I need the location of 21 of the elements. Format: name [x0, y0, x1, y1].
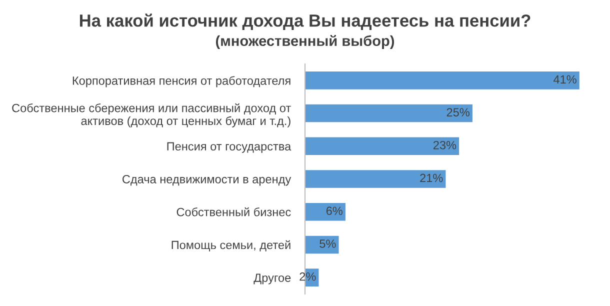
y-tick-label: Пенсия от государства [167, 142, 292, 153]
y-tick-label: Собственные сбережения или пассивный доход от активов (доход от ценных бумаг и т.д.) [12, 103, 291, 128]
bar [305, 202, 346, 221]
y-tick-label: Собственный бизнес [176, 207, 291, 216]
bar [305, 72, 580, 90]
y-tick-label: Другое [254, 274, 291, 284]
bar [305, 104, 472, 122]
chart-title: На какой источник дохода Вы надеетесь на пенсии? [80, 14, 530, 30]
y-tick-label: Помощь семьи, детей [172, 240, 290, 252]
bar [305, 137, 460, 156]
data-label: 5% [320, 240, 336, 248]
y-tick-label: Корпоративная пенсия от работодателя [72, 76, 290, 88]
data-label: 23% [434, 140, 456, 150]
bar [305, 170, 446, 188]
bar [305, 236, 339, 254]
data-label: 21% [420, 174, 443, 182]
data-label: 41% [553, 75, 576, 84]
data-label: 25% [446, 108, 470, 116]
chart-subtitle: (множественный выбор) [216, 35, 394, 49]
data-label: 6% [326, 206, 342, 216]
y-tick-label: Сдача недвижимости в аренду [122, 175, 292, 186]
